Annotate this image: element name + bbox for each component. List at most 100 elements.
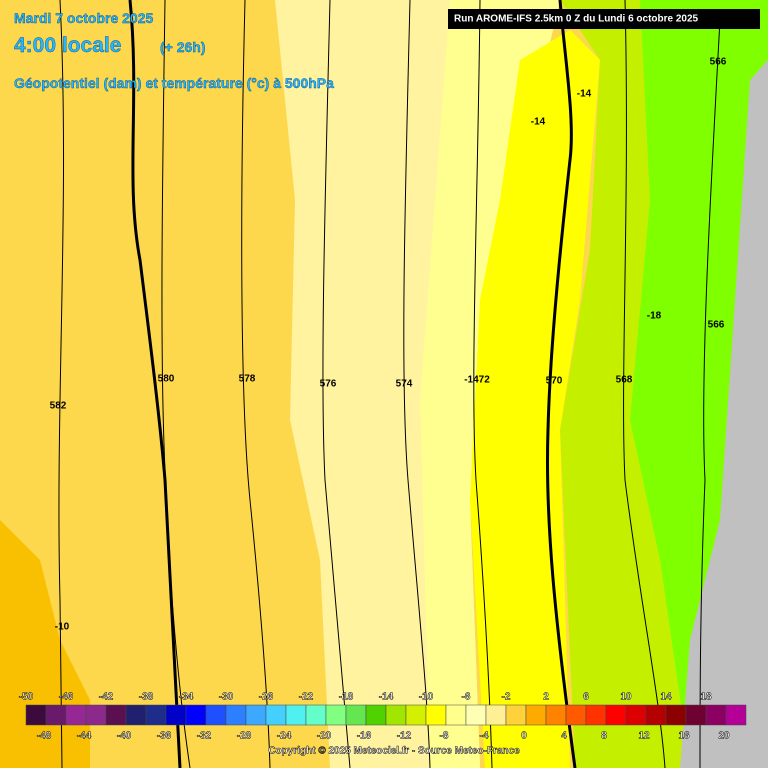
border-line (128, 0, 182, 769)
legend-bottom-label: -4 (480, 731, 489, 742)
color-cell (105, 704, 127, 726)
color-cell (525, 704, 547, 726)
color-cell (125, 704, 147, 726)
color-cell (205, 704, 227, 726)
copyright: Copyright © 2025 Meteociel.fr - Source M… (268, 746, 520, 757)
legend-bottom-label: -32 (197, 731, 212, 742)
color-cell (265, 704, 287, 726)
legend-top-label: -18 (339, 692, 354, 703)
color-cell (305, 704, 327, 726)
legend-bottom-label: 8 (601, 731, 607, 742)
contour-line (473, 0, 493, 769)
legend-top-label: -2 (502, 692, 511, 703)
color-cell (185, 704, 207, 726)
legend-top-label: -42 (99, 692, 114, 703)
color-cell (685, 704, 707, 726)
legend-top-label: -38 (139, 692, 154, 703)
color-cell (165, 704, 187, 726)
color-cell (85, 704, 107, 726)
color-cell (25, 704, 47, 726)
legend-top-label: 10 (620, 692, 632, 703)
legend-top-label: -22 (299, 692, 314, 703)
color-cell (345, 704, 367, 726)
legend-bottom-label: -16 (357, 731, 372, 742)
legend-bottom-label: 0 (521, 731, 527, 742)
contour-line (161, 0, 191, 769)
legend-bottom-label: -40 (117, 731, 132, 742)
color-cell (485, 704, 507, 726)
legend-top-label: -14 (379, 692, 394, 703)
legend-top-label: -6 (462, 692, 471, 703)
color-cell (545, 704, 567, 726)
color-cell (605, 704, 627, 726)
color-cell (665, 704, 687, 726)
legend-bottom-label: -12 (397, 731, 412, 742)
lead: (+ 26h) (160, 39, 206, 55)
color-cell (245, 704, 267, 726)
contour-labels: 566 -14 -14 -18 566 580 578 576 574 -1472 570 568 58… (50, 57, 727, 633)
legend-top-label: -34 (179, 692, 194, 703)
contour-line (699, 19, 721, 769)
contour-label: 580 (158, 374, 175, 385)
color-cell (385, 704, 407, 726)
legend-top-label: 2 (543, 692, 549, 703)
contour-label: 582 (50, 401, 67, 412)
color-cell (445, 704, 467, 726)
contour-label: -1472 (464, 375, 490, 386)
legend-top-label: -10 (419, 692, 434, 703)
contour-label: 574 (396, 379, 413, 390)
legend-top-label: 6 (583, 692, 589, 703)
color-cell (505, 704, 527, 726)
legend-bottom-label: 12 (638, 731, 650, 742)
contour-line (322, 0, 351, 769)
contour-label: -10 (55, 622, 70, 633)
color-cell (145, 704, 167, 726)
time: 4:00 locale (14, 34, 121, 57)
contour-label: -18 (647, 311, 662, 322)
legend-top-label: 14 (660, 692, 672, 703)
rivers (128, 0, 577, 769)
contour-line (58, 0, 65, 769)
yellow-area (470, 30, 600, 768)
run-label: Run AROME-IFS 2.5km 0 Z du Lundi 6 octob… (454, 14, 699, 25)
date: Mardi 7 octobre 2025 (14, 10, 153, 26)
contour-label: 568 (616, 375, 633, 386)
legend: -50 -46 -42 -38 -34 -30 -26 -22 -18 -14 -10 -6 -2 2 6 1… (19, 691, 747, 742)
legend-top-label: -26 (259, 692, 274, 703)
color-cell (585, 704, 607, 726)
color-cell (625, 704, 647, 726)
legend-bottom-label: -28 (237, 731, 252, 742)
contour-line (623, 0, 666, 769)
light-yellow-area (420, 0, 560, 768)
color-cell (565, 704, 587, 726)
color-cell (465, 704, 487, 726)
color-cell (365, 704, 387, 726)
contour-label: 570 (546, 376, 563, 387)
color-cell (705, 704, 727, 726)
color-cell (325, 704, 347, 726)
color-cell (645, 704, 667, 726)
legend-bottom-label: -44 (77, 731, 92, 742)
subtitle: Géopotentiel (dam) et température (°c) à… (14, 75, 334, 91)
color-cell (45, 704, 67, 726)
contour-label: 576 (320, 379, 337, 390)
contours (58, 0, 721, 769)
legend-bottom-label: 16 (678, 731, 690, 742)
legend-bottom-label: -8 (440, 731, 449, 742)
legend-bottom-label: 4 (561, 731, 567, 742)
contour-label: -14 (577, 89, 592, 100)
legend-bottom-label: -20 (317, 731, 332, 742)
color-cell (425, 704, 447, 726)
border-line (545, 0, 577, 769)
legend-bottom-label: -48 (37, 731, 52, 742)
legend-top-label: -46 (59, 692, 74, 703)
contour-line (403, 0, 431, 769)
contour-label: -14 (531, 117, 546, 128)
contour-line (241, 0, 271, 769)
legend-bottom-label: -36 (157, 731, 172, 742)
legend-bottom-label: 20 (718, 731, 730, 742)
contour-label: 566 (708, 320, 725, 331)
color-cell (405, 704, 427, 726)
